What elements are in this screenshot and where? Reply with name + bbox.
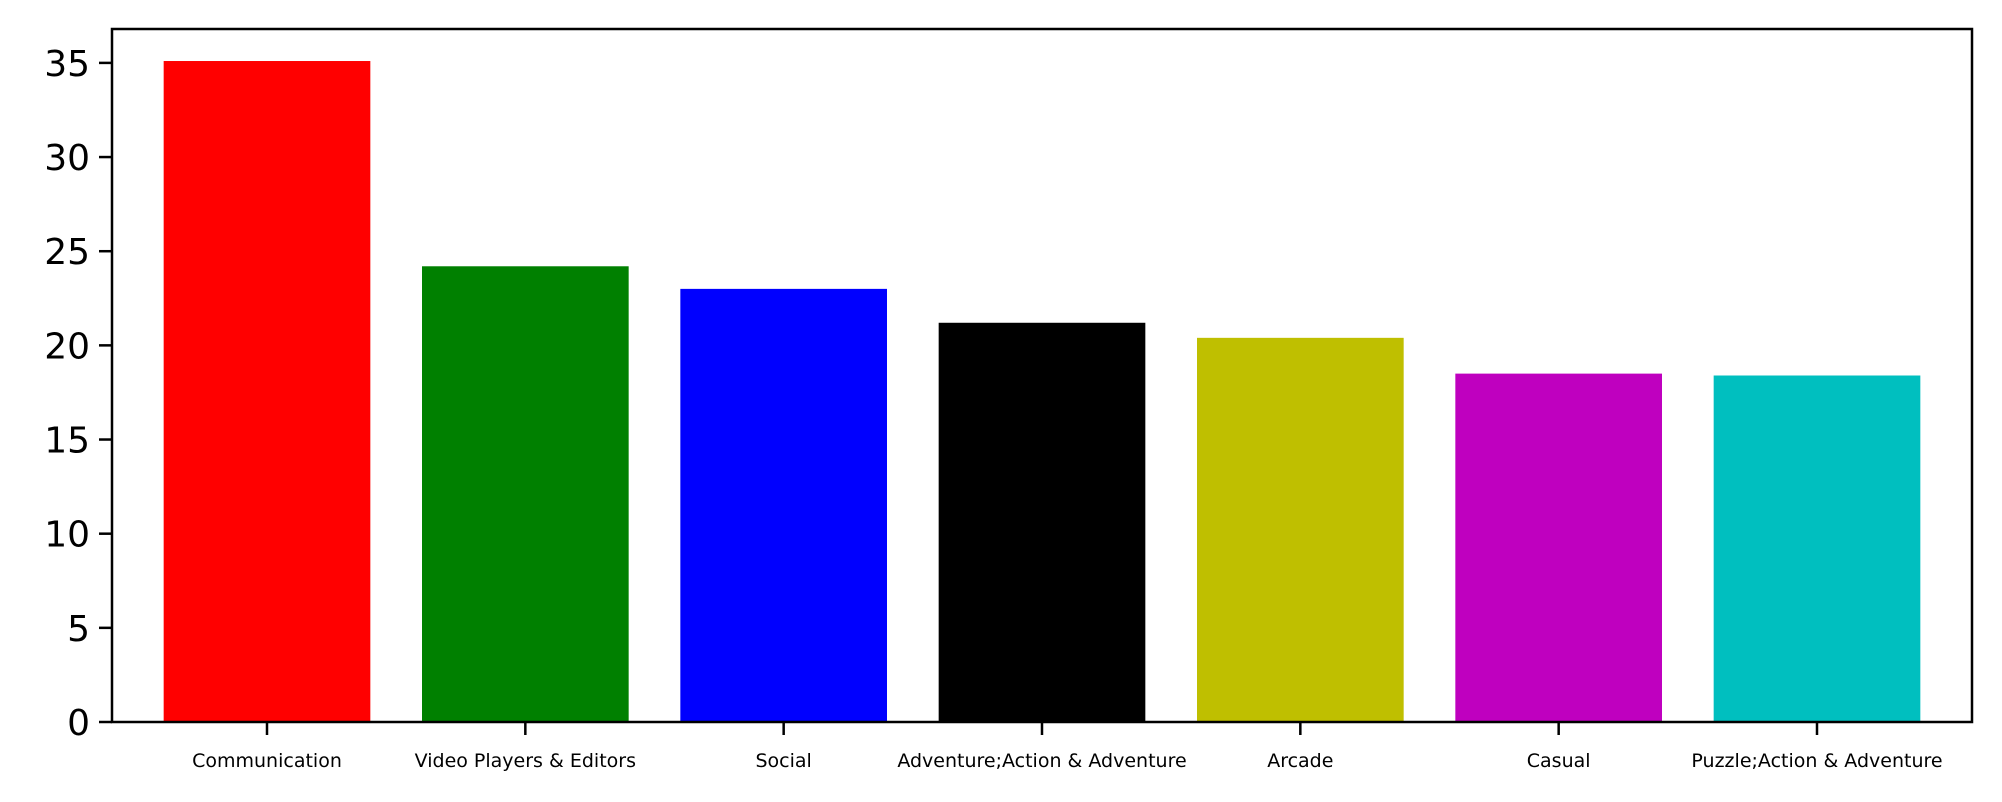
x-tick-label-6: Puzzle;Action & Adventure [1691,750,1942,772]
bar-2 [680,288,887,722]
x-axis: Communication Video Players & Editors Soci… [192,722,1943,772]
y-tick-label-4: 20 [44,326,90,367]
bar-4 [1197,337,1404,722]
y-tick-label-2: 10 [44,515,90,556]
bar-3 [938,322,1146,722]
x-tick-label-2: Social [755,750,811,772]
bar-6 [1713,375,1921,722]
bar-5 [1455,373,1662,722]
y-tick-label-0: 0 [67,703,90,744]
x-tick-label-3: Adventure;Action & Adventure [897,750,1186,772]
x-tick-label-4: Arcade [1267,750,1333,772]
bar-1 [422,266,629,722]
y-tick-label-3: 15 [44,421,90,462]
y-tick-label-7: 35 [44,44,90,85]
x-tick-label-5: Casual [1527,750,1591,772]
y-tick-label-1: 5 [67,609,90,650]
y-tick-label-6: 30 [44,138,90,179]
bar-0 [163,61,371,722]
y-axis: 0 5 10 15 20 25 30 35 [44,44,112,744]
bars-group [163,61,1921,722]
x-tick-label-1: Video Players & Editors [415,750,636,772]
x-tick-label-0: Communication [192,750,342,772]
y-tick-label-5: 25 [44,232,90,273]
